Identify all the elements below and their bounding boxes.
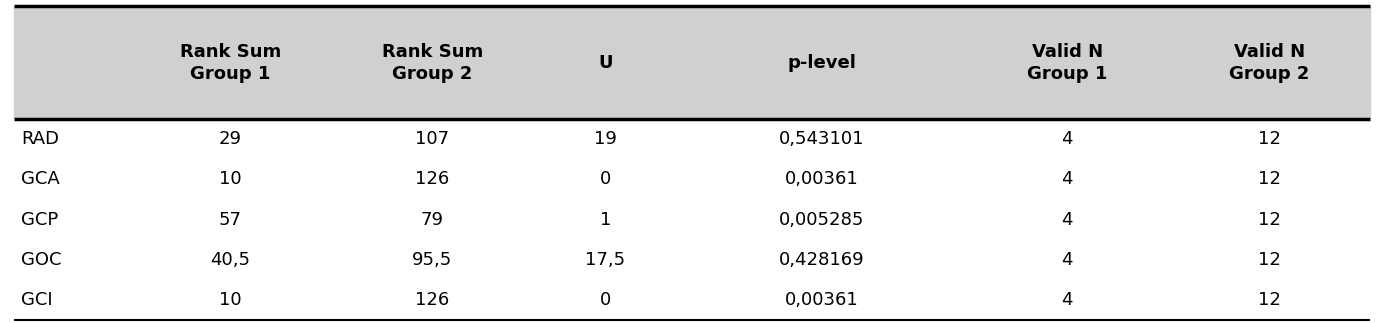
Text: 57: 57 — [219, 211, 242, 228]
Text: 12: 12 — [1258, 291, 1280, 309]
Text: 0,00361: 0,00361 — [785, 171, 858, 188]
Bar — [14, 159, 1370, 200]
Text: Valid N
Group 2: Valid N Group 2 — [1229, 43, 1309, 83]
Text: U: U — [598, 54, 613, 72]
Text: 12: 12 — [1258, 211, 1280, 228]
Text: 126: 126 — [415, 171, 450, 188]
Text: 0: 0 — [599, 291, 612, 309]
Text: 4: 4 — [1062, 291, 1073, 309]
Text: 0,543101: 0,543101 — [779, 130, 865, 148]
Text: 79: 79 — [421, 211, 444, 228]
Text: GOC: GOC — [21, 251, 61, 269]
Text: 0,00361: 0,00361 — [785, 291, 858, 309]
Text: 0: 0 — [599, 171, 612, 188]
Text: 1: 1 — [599, 211, 612, 228]
Bar — [14, 280, 1370, 320]
Text: GCI: GCI — [21, 291, 53, 309]
Text: 4: 4 — [1062, 251, 1073, 269]
Text: 4: 4 — [1062, 130, 1073, 148]
Text: GCA: GCA — [21, 171, 60, 188]
Text: Rank Sum
Group 1: Rank Sum Group 1 — [180, 43, 281, 83]
Bar — [14, 200, 1370, 240]
Text: p-level: p-level — [787, 54, 857, 72]
Text: 19: 19 — [594, 130, 617, 148]
Text: 0,428169: 0,428169 — [779, 251, 865, 269]
Text: 40,5: 40,5 — [210, 251, 251, 269]
Text: 12: 12 — [1258, 171, 1280, 188]
Bar — [14, 240, 1370, 280]
Text: Rank Sum
Group 2: Rank Sum Group 2 — [382, 43, 483, 83]
Text: 4: 4 — [1062, 211, 1073, 228]
Bar — [14, 119, 1370, 159]
Text: 107: 107 — [415, 130, 450, 148]
Text: 4: 4 — [1062, 171, 1073, 188]
Text: 12: 12 — [1258, 130, 1280, 148]
Text: 12: 12 — [1258, 251, 1280, 269]
Text: 0,005285: 0,005285 — [779, 211, 865, 228]
Text: Valid N
Group 1: Valid N Group 1 — [1027, 43, 1107, 83]
Text: 10: 10 — [219, 291, 242, 309]
Text: RAD: RAD — [21, 130, 58, 148]
Text: 126: 126 — [415, 291, 450, 309]
Text: 29: 29 — [219, 130, 242, 148]
Text: 95,5: 95,5 — [412, 251, 453, 269]
Text: 17,5: 17,5 — [585, 251, 626, 269]
Text: GCP: GCP — [21, 211, 58, 228]
Text: 10: 10 — [219, 171, 242, 188]
Bar — [14, 6, 1370, 119]
